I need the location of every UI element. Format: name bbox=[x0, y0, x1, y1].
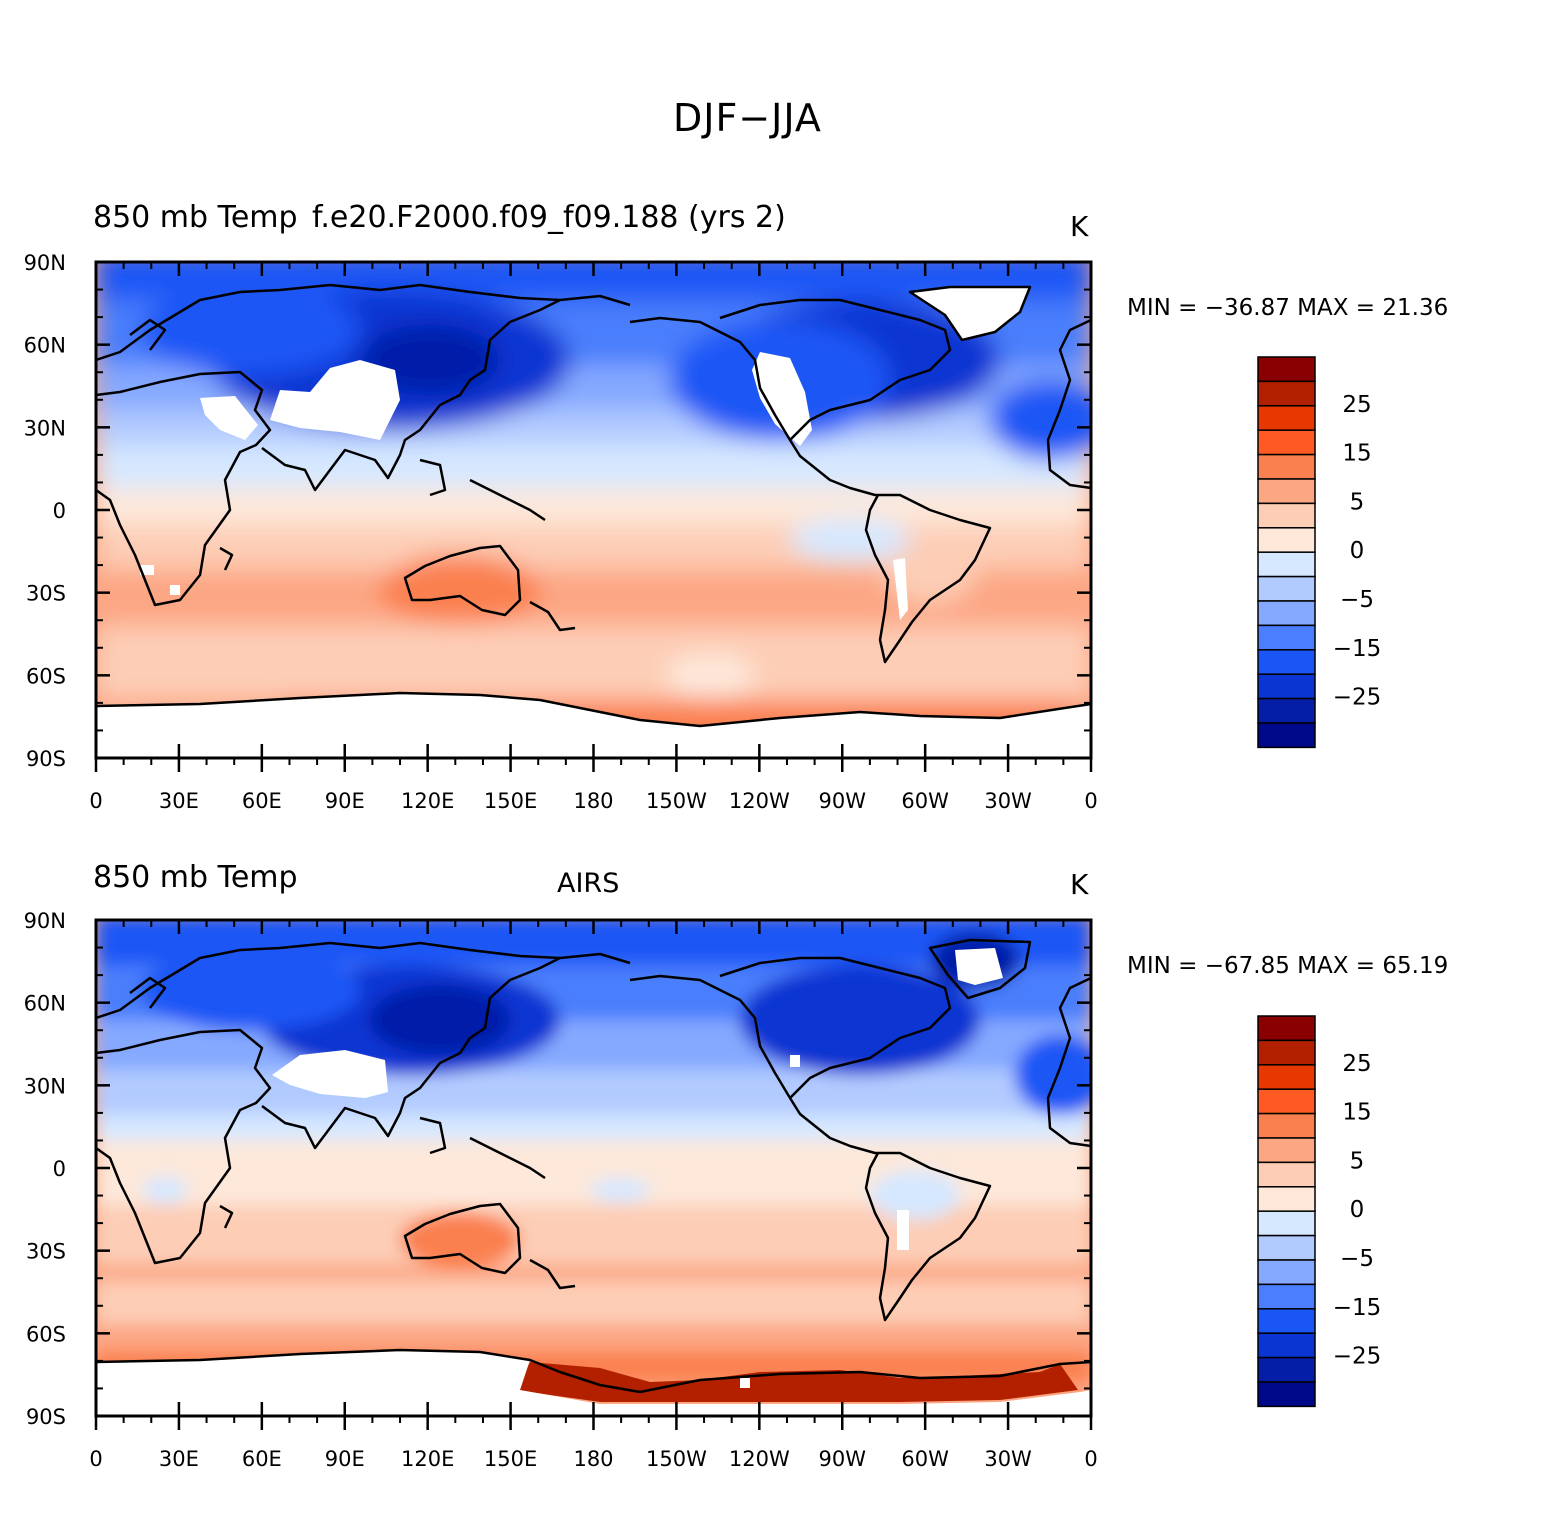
colorbar1-swatch bbox=[1257, 502, 1316, 529]
colorbar1-swatch bbox=[1257, 453, 1316, 480]
panel2-lat-label: 60N bbox=[24, 992, 66, 1016]
panel1-lon-label: 0 bbox=[89, 789, 102, 813]
panel1-lon-label: 60W bbox=[901, 789, 949, 813]
colorbar2-swatch bbox=[1257, 1332, 1316, 1359]
colorbar1-swatch bbox=[1257, 673, 1316, 700]
colorbar1-swatch bbox=[1257, 429, 1316, 456]
panel2-units: K bbox=[1070, 868, 1089, 901]
panel1-lat-label: 60S bbox=[26, 664, 66, 688]
panel1-lon-label: 60E bbox=[242, 789, 282, 813]
colorbar1-swatch bbox=[1257, 697, 1316, 724]
panel2-lon-label: 30E bbox=[159, 1447, 199, 1471]
panel2-lon-label: 90E bbox=[325, 1447, 365, 1471]
colorbar2-label: −15 bbox=[1333, 1295, 1382, 1321]
colorbar2-swatch bbox=[1257, 1015, 1316, 1042]
colorbar1-label: −5 bbox=[1340, 587, 1374, 613]
panel1-lat-label: 30N bbox=[24, 416, 66, 440]
colorbar2-swatch bbox=[1257, 1356, 1316, 1383]
panel2-lon-label: 180 bbox=[573, 1447, 613, 1471]
colorbar2-swatch bbox=[1257, 1161, 1316, 1188]
colorbar1-swatch bbox=[1257, 649, 1316, 675]
colorbar2-label: −5 bbox=[1340, 1246, 1374, 1272]
panel1-lat-label: 30S bbox=[26, 582, 66, 606]
panel1-lon-label: 150W bbox=[646, 789, 707, 813]
colorbar1-swatch bbox=[1257, 356, 1316, 383]
panel2-left-string: 850 mb Temp bbox=[93, 860, 298, 895]
panel1-center-string: f.e20.F2000.f09_f09.188 (yrs 2) bbox=[312, 200, 786, 235]
panel2-minmax: MIN = −67.85 MAX = 65.19 bbox=[1127, 953, 1449, 979]
panel1-lon-label: 150E bbox=[484, 789, 537, 813]
panel1-lat-label: 90S bbox=[26, 747, 66, 771]
colorbar2-swatch bbox=[1257, 1234, 1316, 1261]
colorbar2-label: 5 bbox=[1350, 1148, 1365, 1174]
panel1-lon-label: 90E bbox=[325, 789, 365, 813]
panel2-lat-label: 90N bbox=[24, 909, 66, 933]
colorbar2-label: 25 bbox=[1342, 1051, 1371, 1077]
panel2-lon-label: 0 bbox=[89, 1447, 102, 1471]
colorbar2-swatch bbox=[1257, 1308, 1316, 1334]
colorbar2-swatch bbox=[1257, 1186, 1316, 1212]
colorbar1-label: 0 bbox=[1350, 538, 1365, 564]
panel1-lon-label: 120E bbox=[401, 789, 454, 813]
colorbar1-swatch bbox=[1257, 722, 1316, 749]
colorbar2-swatch bbox=[1257, 1064, 1316, 1090]
colorbar1-label: −25 bbox=[1333, 685, 1382, 711]
panel1-lon-label: 120W bbox=[729, 789, 790, 813]
panel2-lon-label: 0 bbox=[1084, 1447, 1097, 1471]
panel2-lat-label: 90S bbox=[26, 1405, 66, 1429]
colorbar1-swatch bbox=[1257, 551, 1316, 578]
panel1-lon-label: 30E bbox=[159, 789, 199, 813]
panel2-lat-label: 30S bbox=[26, 1240, 66, 1264]
panel1-map bbox=[96, 262, 1091, 758]
colorbar2-label: 15 bbox=[1342, 1100, 1371, 1126]
panel1-left-string: 850 mb Temp bbox=[93, 200, 298, 235]
panel2-lon-label: 120W bbox=[729, 1447, 790, 1471]
colorbar1-label: 15 bbox=[1342, 441, 1371, 467]
panel2-map bbox=[96, 920, 1091, 1416]
colorbar1-swatch bbox=[1257, 624, 1316, 651]
panel1-units: K bbox=[1070, 210, 1089, 243]
panel2-lon-label: 150E bbox=[484, 1447, 537, 1471]
figure-title: DJF−JJA bbox=[673, 96, 822, 140]
colorbar2-swatch bbox=[1257, 1112, 1316, 1139]
colorbar2-swatch bbox=[1257, 1259, 1316, 1286]
panel2-center-string: AIRS bbox=[557, 868, 620, 899]
colorbar2-swatch bbox=[1257, 1039, 1316, 1066]
panel1-lon-label: 30W bbox=[984, 789, 1032, 813]
panel1-lon-label: 90W bbox=[819, 789, 867, 813]
colorbar2-swatch bbox=[1257, 1283, 1316, 1310]
panel1-lat-label: 0 bbox=[53, 499, 66, 523]
colorbar2-label: 0 bbox=[1350, 1197, 1365, 1223]
colorbar1-label: −15 bbox=[1333, 636, 1382, 662]
colorbar2-swatch bbox=[1257, 1137, 1316, 1164]
colorbar1-swatch bbox=[1257, 527, 1316, 553]
colorbar1-swatch bbox=[1257, 380, 1316, 407]
colorbar1-swatch bbox=[1257, 600, 1316, 627]
colorbar1-swatch bbox=[1257, 478, 1316, 505]
panel2-lon-label: 30W bbox=[984, 1447, 1032, 1471]
colorbar1-swatch bbox=[1257, 575, 1316, 602]
panel1-lat-label: 60N bbox=[24, 334, 66, 358]
panel2-lon-label: 90W bbox=[819, 1447, 867, 1471]
colorbar2-swatch bbox=[1257, 1088, 1316, 1115]
colorbar2-swatch bbox=[1257, 1381, 1316, 1408]
colorbar1-label: 25 bbox=[1342, 392, 1371, 418]
panel2-lon-label: 60W bbox=[901, 1447, 949, 1471]
panel1-lon-label: 0 bbox=[1084, 789, 1097, 813]
panel2-lat-label: 30N bbox=[24, 1074, 66, 1098]
panel2-lon-label: 120E bbox=[401, 1447, 454, 1471]
colorbar1-label: 5 bbox=[1350, 489, 1365, 515]
colorbar1-swatch bbox=[1257, 405, 1316, 431]
panel1-lat-label: 90N bbox=[24, 251, 66, 275]
panel1-lon-label: 180 bbox=[573, 789, 613, 813]
panel1-minmax: MIN = −36.87 MAX = 21.36 bbox=[1127, 295, 1449, 321]
panel2-lat-label: 60S bbox=[26, 1322, 66, 1346]
panel2-lat-label: 0 bbox=[53, 1157, 66, 1181]
colorbar2-swatch bbox=[1257, 1210, 1316, 1237]
panel2-lon-label: 150W bbox=[646, 1447, 707, 1471]
colorbar2-label: −25 bbox=[1333, 1344, 1382, 1370]
panel2-lon-label: 60E bbox=[242, 1447, 282, 1471]
